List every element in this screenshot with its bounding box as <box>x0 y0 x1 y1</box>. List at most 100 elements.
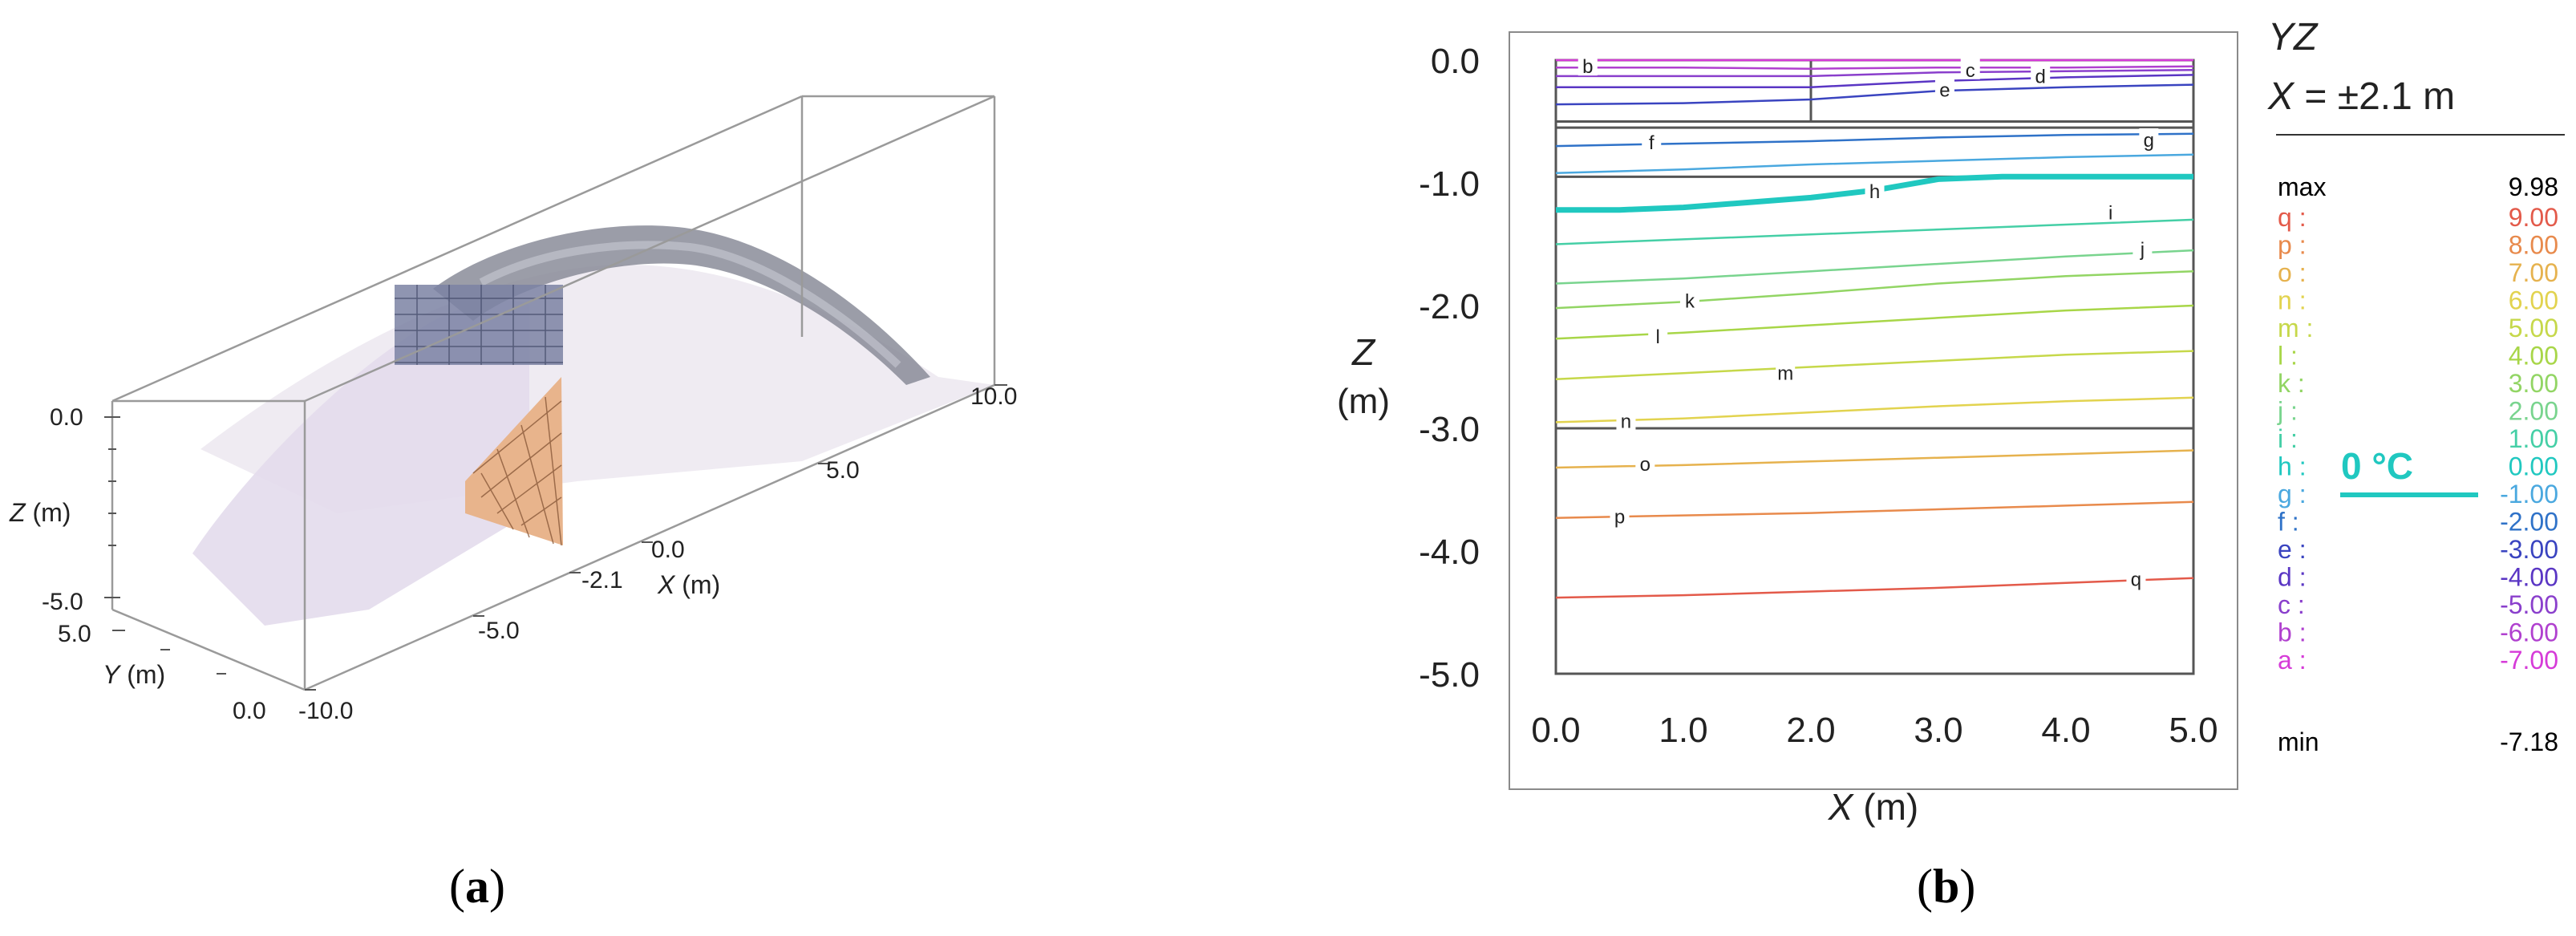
contour-label-d: d <box>2035 66 2046 87</box>
x-tick-5: 5.0 <box>826 457 860 484</box>
y-tick--2.0: -2.0 <box>1419 287 1480 326</box>
contour-label-bg-c <box>1960 58 1980 79</box>
legend-max-label: max <box>2278 172 2326 201</box>
contour-line-g <box>1555 153 2194 175</box>
contour-label-b: b <box>1582 56 1593 78</box>
contour-line-h <box>1556 173 2193 213</box>
legend-value-l: 4.00 <box>2509 342 2558 371</box>
legend-value-m: 5.00 <box>2509 314 2558 342</box>
legend-value-a: -7.00 <box>2500 646 2558 675</box>
contour-label-bg-k <box>1679 289 1699 310</box>
legend: q : 9.00 p : 8.00 o : 7.00 n : 6.00 m : 5.00 l : 4.… <box>2277 203 2558 675</box>
y-tick--5.0: -5.0 <box>1419 655 1480 695</box>
z-tick-neg5: -5.0 <box>42 589 83 615</box>
contour-label-e: e <box>1939 79 1950 101</box>
contour-label-bg-l <box>1648 324 1668 346</box>
legend-value-p: 8.00 <box>2509 231 2558 260</box>
contour-line-i <box>1555 218 2194 245</box>
legend-label-g: g : <box>2278 480 2307 509</box>
contour-label-bg-m <box>1776 361 1796 383</box>
contour-label-p: p <box>1614 507 1625 529</box>
contour-label-j: j <box>2140 239 2145 261</box>
contour-line-b <box>1556 65 2194 70</box>
contour-label-bg-q <box>2126 567 2146 589</box>
road-section-hatch <box>395 285 563 365</box>
x-tick-neg5: -5.0 <box>478 618 520 644</box>
contour-labels: b c d e f g h i j k l m n o p q <box>1578 55 2159 591</box>
contour-label-bg-b <box>1578 55 1598 76</box>
contour-label-c: c <box>1966 60 1975 82</box>
y-tick-5: 5.0 <box>58 621 91 647</box>
y-tick--4.0: -4.0 <box>1419 533 1480 572</box>
legend-value-j: 2.00 <box>2509 397 2558 426</box>
contour-label-f: f <box>1649 132 1655 154</box>
contour-label-bg-o <box>1635 452 1655 473</box>
contour-label-q: q <box>2131 569 2141 591</box>
legend-label-q: q : <box>2278 203 2307 232</box>
x-tick-0: 0.0 <box>651 537 685 563</box>
contour-line-f <box>1555 132 2194 148</box>
contour-label-l: l <box>1656 326 1660 348</box>
embankment-surface <box>433 225 930 385</box>
legend-value-i: 1.00 <box>2509 424 2558 453</box>
legend-value-g: -1.00 <box>2500 480 2558 509</box>
contour-label-bg-n <box>1616 409 1636 431</box>
plot-frame <box>1509 31 2238 790</box>
contour-line-n <box>1555 396 2194 423</box>
x-tick-3.0: 3.0 <box>1914 711 1962 750</box>
y-axis-label: Y (m) <box>103 660 165 689</box>
legend-value-q: 9.00 <box>2509 203 2558 232</box>
legend-value-n: 6.00 <box>2509 286 2558 315</box>
x-tick-labels: 0.0 1.0 2.0 3.0 4.0 5.0 <box>1531 711 2218 750</box>
z-tick-0: 0.0 <box>50 404 83 431</box>
caption-a: (a) <box>449 860 505 913</box>
legend-value-o: 7.00 <box>2509 258 2558 287</box>
z-axis-label: Z (m) <box>9 498 71 527</box>
x-tick-neg21: -2.1 <box>581 567 623 594</box>
legend-value-k: 3.00 <box>2509 369 2558 398</box>
contour-line-d <box>1556 74 2194 88</box>
y-axis-label-unit: (m) <box>1337 382 1390 421</box>
embankment-highlight <box>479 241 901 368</box>
legend-label-d: d : <box>2278 563 2307 592</box>
x-axis-ticks <box>305 384 1007 691</box>
contour-label-bg-h <box>1865 180 1885 201</box>
legend-value-d: -4.00 <box>2500 563 2558 592</box>
legend-label-a: a : <box>2278 646 2307 675</box>
legend-value-f: -2.00 <box>2500 508 2558 537</box>
contour-lines <box>1555 59 2194 599</box>
contour-line-o <box>1555 449 2194 469</box>
contour-label-k: k <box>1685 290 1695 312</box>
legend-value-h: 0.00 <box>2509 452 2558 481</box>
y-axis-label-var: Z <box>1351 331 1376 373</box>
x-tick-4.0: 4.0 <box>2041 711 2090 750</box>
y-tick-labels: 0.0 -1.0 -2.0 -3.0 -4.0 -5.0 <box>1419 42 1480 695</box>
legend-label-j: j : <box>2277 397 2298 426</box>
y-axis-ticks <box>112 630 226 675</box>
legend-label-o: o : <box>2278 258 2307 287</box>
contour-label-bg-g <box>2139 128 2159 149</box>
contour-label-o: o <box>1640 454 1651 476</box>
soil-mesh-lines <box>472 396 562 546</box>
legend-label-m: m : <box>2278 314 2313 342</box>
contour-label-bg-e <box>1934 78 1954 99</box>
bounding-box <box>111 95 996 691</box>
legend-label-c: c : <box>2278 590 2305 619</box>
legend-value-c: -5.00 <box>2500 590 2558 619</box>
contour-label-bg-j <box>2132 237 2153 259</box>
legend-min-label: min <box>2278 727 2319 756</box>
z-axis-ticks <box>104 416 120 598</box>
legend-label-f: f : <box>2278 508 2299 537</box>
chart-title-position: X = ±2.1 m <box>2267 75 2455 118</box>
chart-title-plane: YZ <box>2268 16 2319 59</box>
legend-min-value: -7.18 <box>2500 727 2558 756</box>
y-tick-0.0: 0.0 <box>1431 42 1480 81</box>
contour-label-bg-d <box>2031 64 2051 86</box>
y-tick--3.0: -3.0 <box>1419 410 1480 449</box>
x-tick-2.0: 2.0 <box>1786 711 1835 750</box>
legend-label-p: p : <box>2278 231 2307 260</box>
legend-label-l: l : <box>2278 342 2298 371</box>
caption-b: (b) <box>1917 860 1975 913</box>
y-tick-0: 0.0 <box>233 698 266 724</box>
legend-label-b: b : <box>2278 618 2307 647</box>
